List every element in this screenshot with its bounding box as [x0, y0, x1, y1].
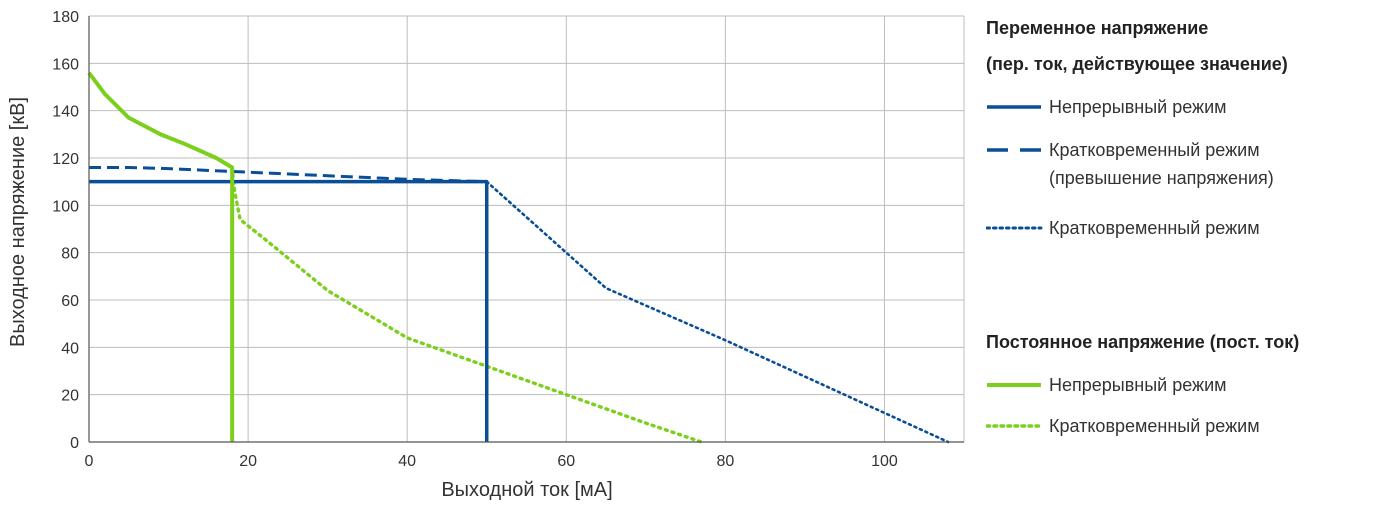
- series-line-0-2: [485, 180, 950, 444]
- series-line-0-1: [89, 165, 487, 184]
- series-line-1-0: [87, 71, 235, 442]
- y-tick-label: 100: [52, 198, 79, 215]
- y-tick-label: 140: [52, 104, 79, 121]
- legend-label-ac-short-overvoltage: Кратковременный режим: [1049, 140, 1260, 160]
- x-tick-label: 60: [557, 453, 575, 470]
- legend-label-ac-short: Кратковременный режим: [1049, 218, 1260, 238]
- x-axis-label: Выходной ток [мА]: [441, 479, 612, 501]
- y-tick-label: 160: [52, 56, 79, 73]
- y-tick-label: 40: [61, 340, 79, 357]
- x-tick-label: 20: [239, 453, 257, 470]
- legend-swatch-ac-continuous: [987, 105, 1041, 109]
- legend-swatch-ac-short-overvoltage: [987, 148, 1041, 152]
- x-tick-label: 80: [716, 453, 734, 470]
- y-tick-label: 0: [70, 435, 79, 452]
- legend-heading-dc: Постоянное напряжение (пост. ток): [986, 332, 1300, 352]
- y-tick-label: 120: [52, 151, 79, 168]
- legend-label-dc-short: Кратковременный режим: [1049, 416, 1260, 436]
- x-tick-label: 100: [871, 453, 898, 470]
- y-tick-label: 80: [61, 246, 79, 263]
- x-tick-label: 40: [398, 453, 416, 470]
- legend-heading-ac-subtitle: (пер. ток, действующее значение): [986, 54, 1288, 74]
- legend-label-ac-continuous: Непрерывный режим: [1049, 97, 1227, 117]
- y-axis-label: Выходное напряжение [кВ]: [7, 97, 29, 347]
- legend-label-dc-continuous: Непрерывный режим: [1049, 375, 1227, 395]
- axes: [88, 16, 964, 443]
- legend-swatch-ac-short: [986, 226, 1043, 230]
- y-tick-label: 60: [61, 293, 79, 310]
- chart: 0 20 40 60 80 100 120 140 160 180 0 20 40 60 80 100 Вых…: [7, 9, 965, 501]
- legend-heading-ac: Переменное напряжение: [986, 18, 1209, 38]
- legend-label-ac-short-overvoltage-note: (превышение напряжения): [1049, 168, 1274, 188]
- x-tick-label: 0: [85, 453, 94, 470]
- legend: Переменное напряжение (пер. ток, действу…: [986, 0, 1375, 510]
- legend-swatch-dc-short: [986, 424, 1043, 428]
- grid: [89, 15, 965, 442]
- series-line-0-0: [89, 179, 489, 442]
- series-layer: [87, 71, 950, 444]
- legend-swatch-dc-continuous: [987, 383, 1041, 387]
- tick-labels: 0 20 40 60 80 100 120 140 160 180 0 20 40 60 80 100: [52, 9, 898, 470]
- series-line-1-1: [230, 165, 704, 444]
- y-tick-label: 180: [52, 9, 79, 26]
- y-tick-label: 20: [61, 388, 79, 405]
